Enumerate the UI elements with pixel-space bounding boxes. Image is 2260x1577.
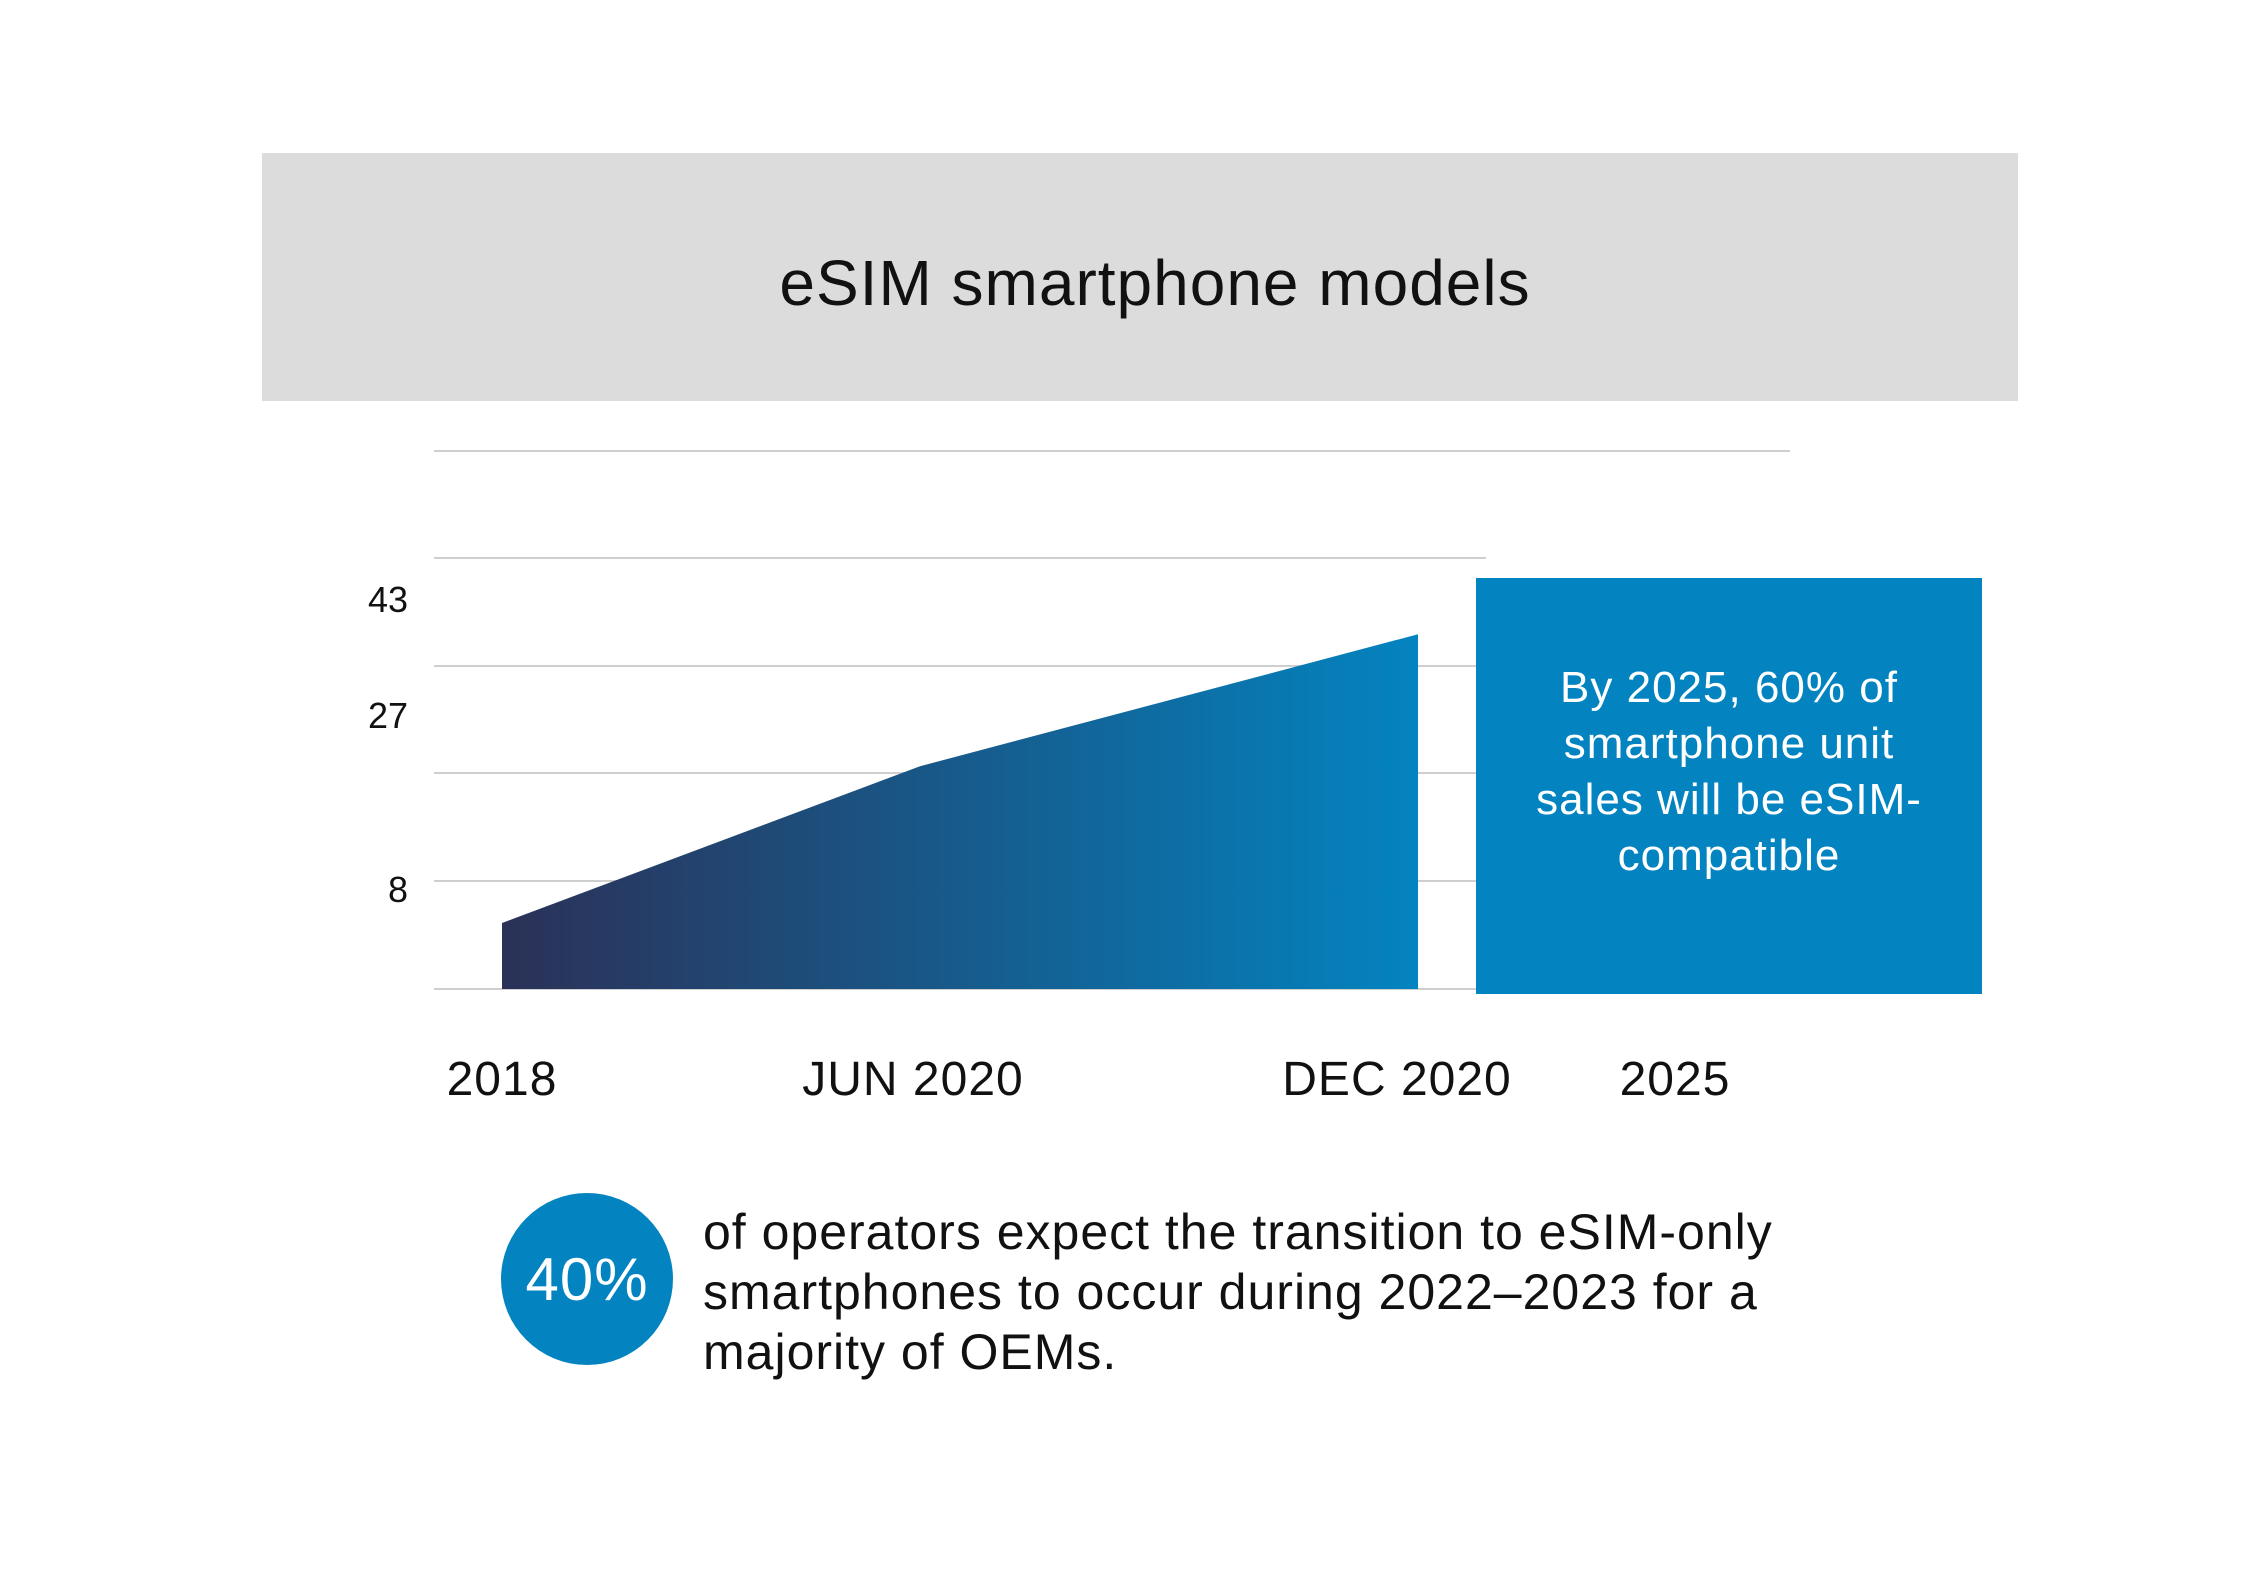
- x-tick-label: JUN 2020: [802, 1053, 1023, 1106]
- x-axis-ticks: 2018 JUN 2020 DEC 2020 2025: [447, 1053, 1731, 1106]
- x-tick-label: DEC 2020: [1282, 1053, 1511, 1106]
- callout-text: By 2025, 60% of smartphone unit sales wi…: [1536, 663, 1922, 880]
- x-tick-label: 2025: [1620, 1053, 1731, 1106]
- stat-value: 40%: [525, 1245, 649, 1313]
- stat-circle: 40%: [501, 1193, 673, 1365]
- title-banner: eSIM smartphone models: [262, 153, 2018, 401]
- area-fill: [502, 634, 1418, 989]
- y-tick-label: 43: [368, 579, 408, 620]
- y-tick-label: 8: [388, 869, 408, 910]
- stat-description: of operators expect the transition to eS…: [703, 1204, 1773, 1380]
- y-axis-ticks: 8 27 43: [368, 579, 408, 910]
- chart-title: eSIM smartphone models: [779, 247, 1531, 319]
- area-series: [502, 634, 1418, 989]
- x-tick-label: 2018: [447, 1053, 558, 1106]
- y-tick-label: 27: [368, 695, 408, 736]
- callout-box: By 2025, 60% of smartphone unit sales wi…: [1476, 578, 1982, 994]
